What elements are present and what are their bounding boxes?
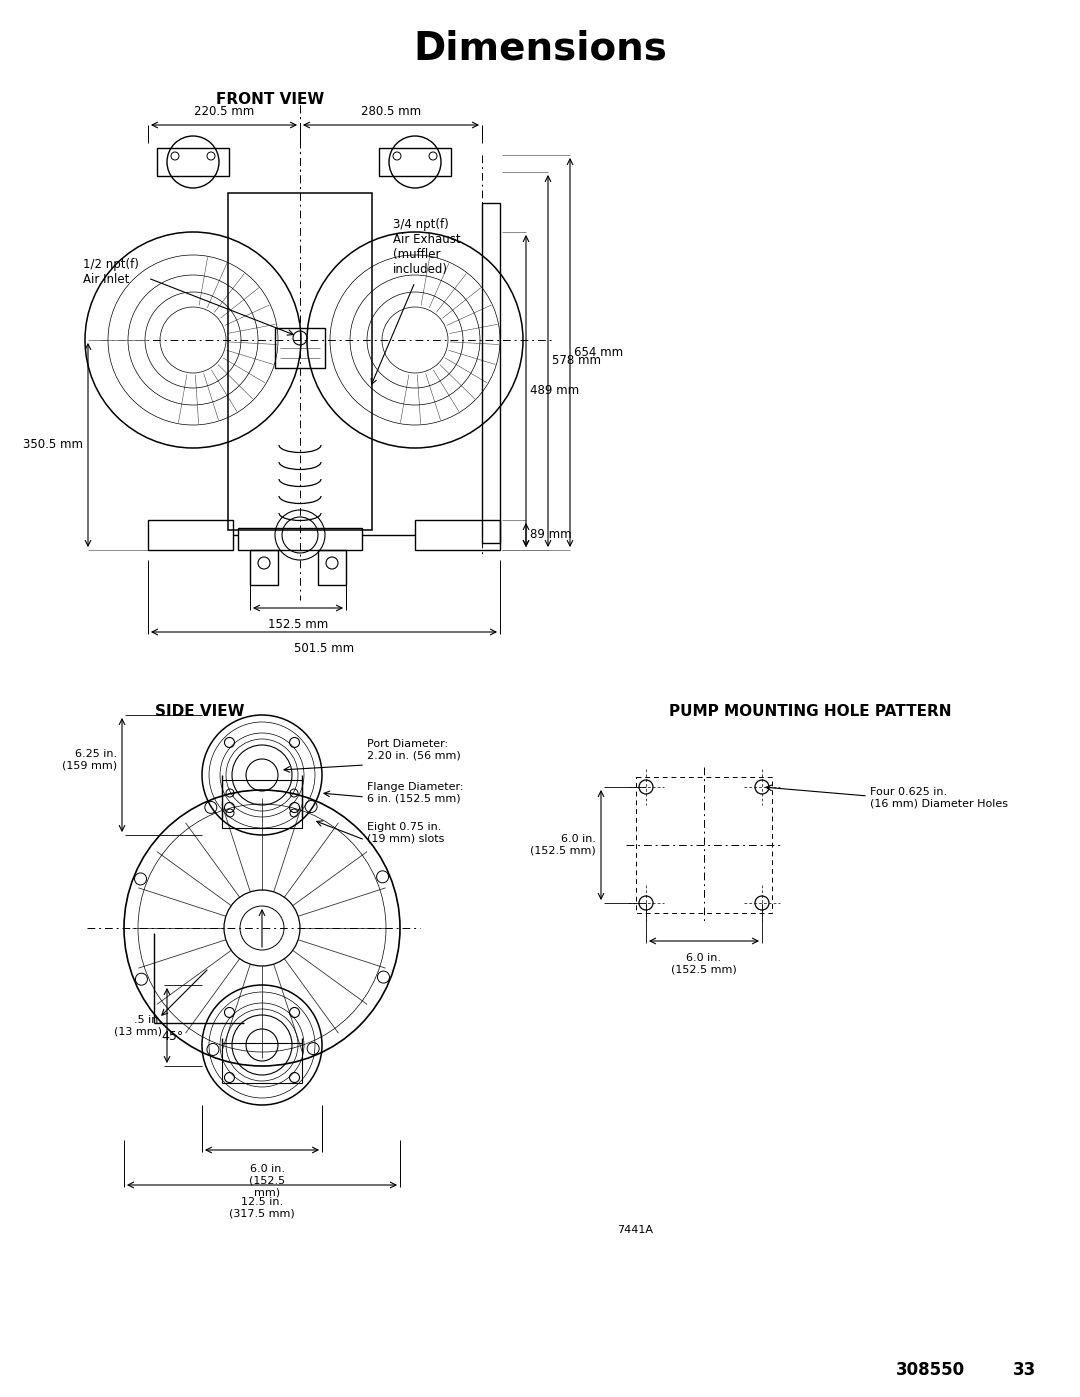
Text: 308550: 308550 [895, 1361, 964, 1379]
Text: SIDE VIEW: SIDE VIEW [156, 704, 245, 719]
Text: PUMP MOUNTING HOLE PATTERN: PUMP MOUNTING HOLE PATTERN [669, 704, 951, 719]
Bar [222, 1044, 302, 1083]
Text: 489 mm: 489 mm [530, 384, 579, 398]
Bar [222, 780, 302, 828]
Text: Dimensions: Dimensions [413, 29, 667, 67]
Text: 45°: 45° [161, 1031, 184, 1044]
Text: 6.0 in.
(152.5 mm): 6.0 in. (152.5 mm) [530, 834, 596, 856]
Text: Four 0.625 in.
(16 mm) Diameter Holes: Four 0.625 in. (16 mm) Diameter Holes [870, 787, 1008, 809]
Text: 501.5 mm: 501.5 mm [294, 643, 354, 655]
Text: 654 mm: 654 mm [573, 346, 623, 359]
Bar [228, 193, 372, 529]
Text: 280.5 mm: 280.5 mm [361, 105, 421, 117]
Text: 89 mm: 89 mm [530, 528, 571, 542]
Bar [379, 148, 451, 176]
Text: FRONT VIEW: FRONT VIEW [216, 92, 324, 108]
Bar [148, 520, 233, 550]
Bar [482, 203, 500, 543]
Text: Port Diameter:
2.20 in. (56 mm): Port Diameter: 2.20 in. (56 mm) [367, 739, 461, 761]
Text: Eight 0.75 in.
(19 mm) slots: Eight 0.75 in. (19 mm) slots [367, 823, 444, 844]
Bar [318, 550, 346, 585]
Bar [275, 328, 325, 367]
Bar [415, 520, 500, 550]
Bar [249, 550, 278, 585]
Text: 220.5 mm: 220.5 mm [194, 105, 254, 117]
Text: 12.5 in.
(317.5 mm): 12.5 in. (317.5 mm) [229, 1197, 295, 1218]
Bar [157, 148, 229, 176]
Text: 152.5 mm: 152.5 mm [268, 617, 328, 631]
Bar [238, 528, 362, 550]
Text: 6.25 in.
(159 mm): 6.25 in. (159 mm) [62, 749, 117, 771]
Text: .5 in.
(13 mm): .5 in. (13 mm) [114, 1014, 162, 1037]
Text: 7441A: 7441A [617, 1225, 653, 1235]
Text: 1/2 npt(f)
Air Inlet: 1/2 npt(f) Air Inlet [83, 258, 139, 286]
Bar [636, 777, 772, 914]
Text: 6.0 in.
(152.5 mm): 6.0 in. (152.5 mm) [671, 953, 737, 975]
Text: 3/4 npt(f)
Air Exhaust
(muffler
included): 3/4 npt(f) Air Exhaust (muffler included… [393, 218, 461, 277]
Text: 578 mm: 578 mm [552, 355, 600, 367]
Text: 33: 33 [1013, 1361, 1037, 1379]
Text: 6.0 in.
(152.5
mm): 6.0 in. (152.5 mm) [248, 1164, 285, 1197]
Text: 350.5 mm: 350.5 mm [23, 439, 83, 451]
Text: Flange Diameter:
6 in. (152.5 mm): Flange Diameter: 6 in. (152.5 mm) [367, 782, 463, 803]
